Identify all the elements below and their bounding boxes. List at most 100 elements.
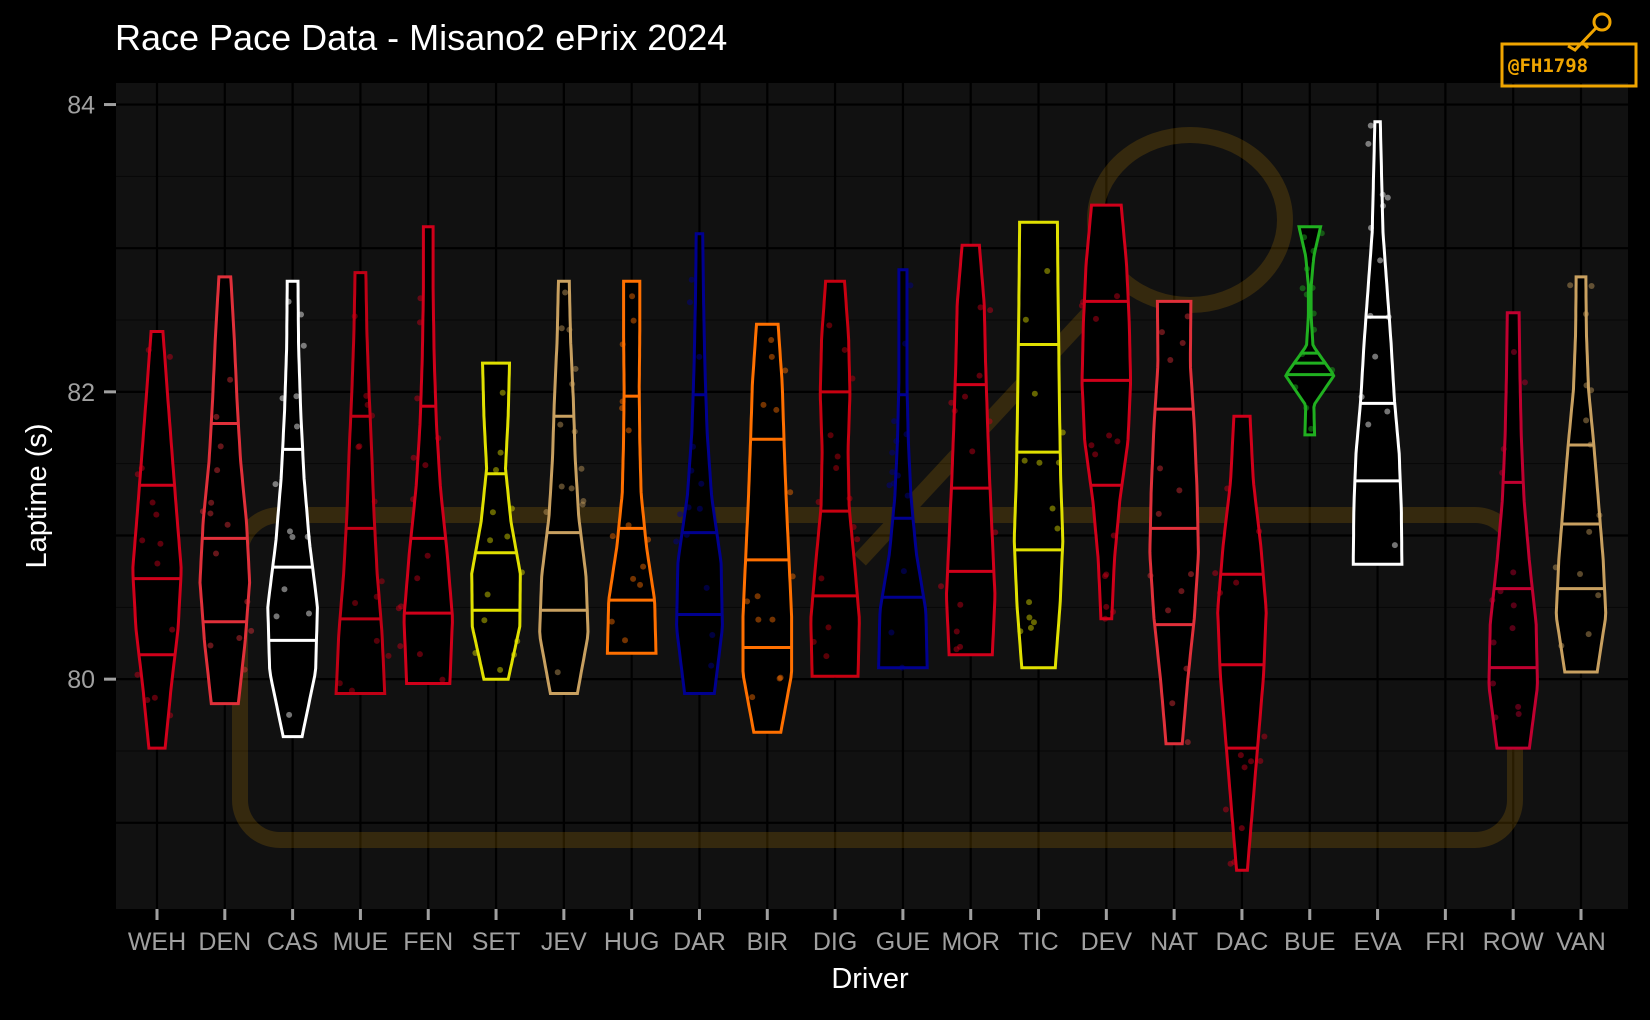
lap-point xyxy=(1492,714,1499,721)
lap-point xyxy=(472,649,479,656)
lap-point xyxy=(630,317,637,324)
lap-point xyxy=(810,638,817,645)
lap-point xyxy=(435,435,442,442)
lap-point xyxy=(686,299,693,306)
lap-point xyxy=(789,573,796,580)
lap-point xyxy=(134,671,141,678)
lap-point xyxy=(153,511,160,518)
lap-point xyxy=(1310,310,1317,317)
lap-point xyxy=(1391,542,1398,549)
lap-point xyxy=(773,406,780,413)
lap-point xyxy=(489,509,496,516)
lap-point xyxy=(484,591,491,598)
lap-point xyxy=(543,509,550,516)
x-tick-label-nat: NAT xyxy=(1150,928,1198,956)
lap-point xyxy=(293,393,300,400)
lap-point xyxy=(557,421,564,428)
lap-point xyxy=(749,694,756,701)
lap-point xyxy=(1583,382,1590,389)
x-tick-label-bue: BUE xyxy=(1284,928,1335,956)
x-tick-label-gue: GUE xyxy=(876,928,930,956)
lap-point xyxy=(1036,459,1043,466)
x-tick-label-mor: MOR xyxy=(942,928,1000,956)
lap-point xyxy=(1167,356,1174,363)
lap-point xyxy=(1577,571,1584,578)
lap-point xyxy=(818,575,825,582)
lap-point xyxy=(640,563,647,570)
x-tick-label-den: DEN xyxy=(198,928,251,956)
lap-point xyxy=(889,469,896,476)
lap-point xyxy=(145,346,152,353)
lap-point xyxy=(248,627,255,634)
lap-point xyxy=(1026,614,1033,621)
lap-point xyxy=(1358,393,1365,400)
lap-point xyxy=(1059,429,1066,436)
violin-body xyxy=(1284,225,1336,437)
lap-point xyxy=(1299,285,1306,292)
x-tick-label-dar: DAR xyxy=(673,928,726,956)
x-tick-label-row: ROW xyxy=(1483,928,1545,956)
lap-point xyxy=(685,504,692,511)
x-tick-label-cas: CAS xyxy=(267,928,318,956)
lap-point xyxy=(138,465,145,472)
lap-point xyxy=(1582,310,1589,317)
violin-jev xyxy=(538,279,590,695)
violin-nat xyxy=(1147,299,1200,746)
lap-point xyxy=(352,599,359,606)
y-tick-label: 82 xyxy=(67,379,95,407)
lap-point xyxy=(304,533,311,540)
lap-point xyxy=(888,629,895,636)
violin-body xyxy=(1148,299,1200,746)
lap-point xyxy=(1588,387,1595,394)
lap-point xyxy=(708,662,715,669)
lap-point xyxy=(378,578,385,585)
lap-point xyxy=(217,443,224,450)
lap-point xyxy=(1308,425,1315,432)
lap-point xyxy=(371,498,378,505)
lap-point xyxy=(608,618,615,625)
lap-point xyxy=(1157,465,1164,472)
lap-point xyxy=(825,624,832,631)
x-tick-label-dac: DAC xyxy=(1216,928,1269,956)
lap-point xyxy=(213,413,220,420)
x-tick-label-set: SET xyxy=(472,928,521,956)
lap-point xyxy=(1510,349,1517,356)
lap-point xyxy=(272,481,279,488)
lap-point xyxy=(953,628,960,635)
lap-point xyxy=(1021,457,1028,464)
lap-point xyxy=(977,304,984,311)
lap-point xyxy=(157,540,164,547)
x-tick-label-bir: BIR xyxy=(746,928,788,956)
lap-point xyxy=(777,674,784,681)
lap-point xyxy=(1329,367,1336,374)
violin-body xyxy=(809,279,861,678)
lap-point xyxy=(1372,353,1379,360)
lap-point xyxy=(1257,758,1264,765)
lap-point xyxy=(1027,624,1034,631)
lap-point xyxy=(1103,571,1110,578)
violin-dig xyxy=(809,279,861,678)
lap-point xyxy=(969,448,976,455)
lap-point xyxy=(1595,592,1602,599)
lap-point xyxy=(149,499,156,506)
lap-point xyxy=(487,537,494,544)
lap-point xyxy=(279,395,286,402)
lap-point xyxy=(355,443,362,450)
violin-body xyxy=(1487,311,1539,750)
lap-point xyxy=(481,617,488,624)
violin-hug xyxy=(605,279,658,655)
lap-point xyxy=(236,635,243,642)
violin-mue xyxy=(334,271,392,695)
lap-point xyxy=(760,401,767,408)
violin-tic xyxy=(1012,220,1066,670)
lap-point xyxy=(1384,194,1391,201)
violin-bue xyxy=(1284,225,1336,437)
lap-point xyxy=(134,471,141,478)
lap-point xyxy=(1026,599,1033,606)
lap-point xyxy=(849,375,856,382)
lap-point xyxy=(199,508,206,515)
lap-point xyxy=(823,653,830,660)
lap-point xyxy=(1184,739,1191,746)
lap-point xyxy=(1521,379,1528,386)
